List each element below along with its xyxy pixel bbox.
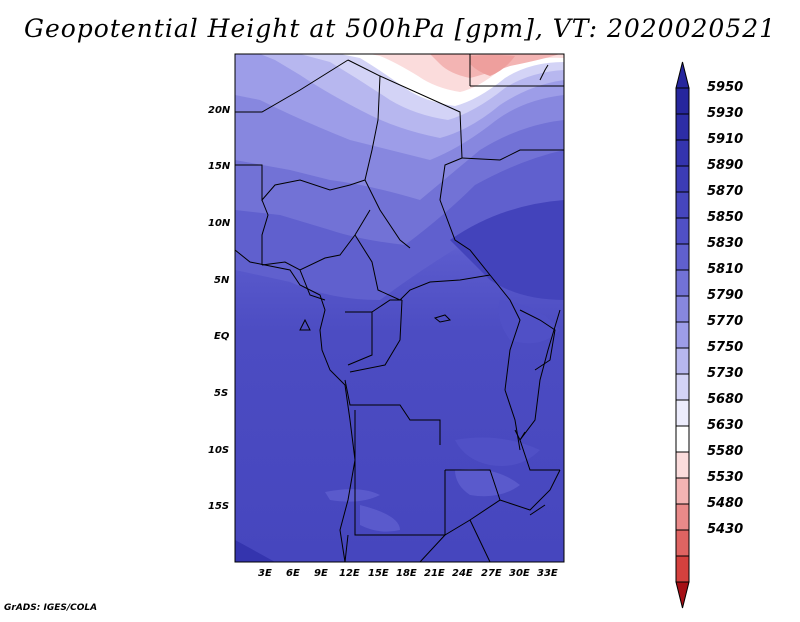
lat-label: 10N: [208, 218, 231, 229]
colorbar-swatch: [675, 269, 690, 297]
colorbar-top-arrow: [675, 61, 690, 89]
colorbar-swatch: [675, 477, 690, 505]
lon-label: 24E: [452, 568, 473, 579]
lat-label: 15S: [208, 501, 230, 512]
colorbar-swatch: [675, 87, 690, 115]
colorbar-swatch: [675, 399, 690, 427]
colorbar-label: 5580: [707, 444, 744, 459]
colorbar-label: 5870: [707, 184, 744, 199]
colorbar-label: 5680: [707, 392, 744, 407]
colorbar-label: 5810: [707, 262, 744, 277]
map-title: Geopotential Height at 500hPa [gpm], VT:…: [23, 14, 777, 43]
colorbar: [675, 61, 690, 609]
colorbar-label: 5750: [707, 340, 744, 355]
lat-label: 5N: [214, 275, 230, 286]
lat-label: EQ: [214, 331, 230, 342]
colorbar-label: 5790: [707, 288, 744, 303]
lon-label: 18E: [396, 568, 417, 579]
colorbar-swatch: [675, 555, 690, 583]
colorbar-swatch: [675, 191, 690, 219]
colorbar-bottom-arrow: [675, 581, 690, 609]
coastline: [235, 64, 561, 562]
lon-label: 3E: [258, 568, 272, 579]
colorbar-swatch: [675, 347, 690, 375]
colorbar-label: 5480: [707, 496, 744, 511]
colorbar-label: 5630: [707, 418, 744, 433]
colorbar-label: 5930: [707, 106, 744, 121]
colorbar-label: 5730: [707, 366, 744, 381]
colorbar-label: 5850: [707, 210, 744, 225]
lon-label: 33E: [537, 568, 558, 579]
colorbar-label: 5530: [707, 470, 744, 485]
colorbar-swatch: [675, 217, 690, 245]
colorbar-swatch: [675, 113, 690, 141]
colorbar-swatch: [675, 503, 690, 531]
lat-label: 10S: [208, 445, 230, 456]
colorbar-swatch: [675, 425, 690, 453]
country-borders: [235, 54, 564, 562]
colorbar-swatch: [675, 373, 690, 401]
colorbar-swatch: [675, 165, 690, 193]
lon-label: 9E: [314, 568, 328, 579]
lat-label: 15N: [208, 161, 231, 172]
footer-credit: GrADS: IGES/COLA: [4, 603, 98, 613]
colorbar-swatch: [675, 529, 690, 557]
height-field: [235, 54, 564, 562]
colorbar-swatch: [675, 451, 690, 479]
colorbar-label: 5830: [707, 236, 744, 251]
lon-label: 30E: [509, 568, 530, 579]
colorbar-swatch: [675, 295, 690, 323]
lat-label: 5S: [214, 388, 229, 399]
colorbar-label: 5910: [707, 132, 744, 147]
map-frame: [234, 53, 565, 563]
lon-label: 15E: [368, 568, 389, 579]
colorbar-swatch: [675, 321, 690, 349]
colorbar-label: 5770: [707, 314, 744, 329]
lon-label: 6E: [286, 568, 300, 579]
lat-label: 20N: [208, 105, 231, 116]
lon-label: 12E: [339, 568, 360, 579]
colorbar-label: 5950: [707, 80, 744, 95]
colorbar-label: 5890: [707, 158, 744, 173]
colorbar-swatch: [675, 243, 690, 271]
colorbar-swatch: [675, 139, 690, 167]
colorbar-label: 5430: [707, 522, 744, 537]
lon-label: 27E: [481, 568, 502, 579]
lon-label: 21E: [424, 568, 445, 579]
